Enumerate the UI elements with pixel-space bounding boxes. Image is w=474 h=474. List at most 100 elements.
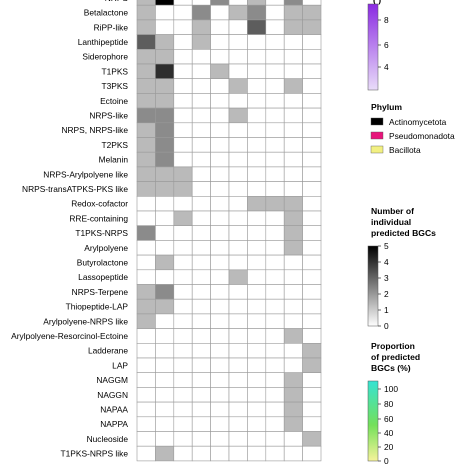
bgc-tick-label-5: 5: [384, 241, 389, 251]
heatmap-cell: [265, 166, 285, 182]
heatmap-cell: [136, 34, 156, 50]
heatmap-cell: [302, 416, 322, 432]
heatmap-cell: [302, 401, 322, 418]
heatmap-cell: [247, 0, 267, 6]
heatmap-cell: [173, 328, 193, 344]
purple-tick-label-4: 4: [384, 62, 389, 72]
heatmap-cell: [191, 210, 211, 226]
heatmap-cell: [155, 298, 175, 315]
heatmap-cell: [283, 298, 303, 315]
heatmap-cell: [265, 387, 285, 403]
row-label: Lassopeptide: [78, 272, 128, 282]
heatmap-cell: [247, 357, 267, 373]
heatmap-cell: [210, 151, 230, 168]
heatmap-cell: [191, 48, 211, 65]
row-label: Redox-cofactor: [71, 199, 128, 209]
heatmap-cell: [265, 122, 285, 138]
heatmap-cell: [265, 4, 285, 21]
heatmap-cell: [228, 107, 248, 124]
heatmap-cell: [228, 445, 248, 462]
heatmap-cell: [265, 357, 285, 373]
heatmap-cell: [265, 210, 285, 226]
heatmap-cell: [210, 342, 230, 359]
heatmap-cell: [173, 4, 193, 21]
heatmap-cell: [191, 19, 211, 35]
heatmap-cell: [173, 240, 193, 256]
heatmap-cell: [136, 151, 156, 168]
heatmap-cell: [155, 313, 175, 329]
heatmap-cell: [265, 445, 285, 462]
heatmap-cell: [191, 137, 211, 153]
heatmap-cell: [302, 181, 322, 197]
heatmap-cell: [155, 342, 175, 359]
heatmap-cell: [155, 107, 175, 124]
heatmap-cell: [136, 78, 156, 94]
heatmap-cell: [155, 210, 175, 226]
phylum-swatch-bacillota: [370, 145, 384, 154]
heatmap-cell: [191, 357, 211, 373]
legend-proportion: Proportion of predicted BGCs (%) 100 80 …: [367, 341, 420, 466]
prop-legend-title-line-2: of predicted: [371, 352, 420, 362]
heatmap-cell: [173, 63, 193, 79]
heatmap-cell: [228, 416, 248, 432]
heatmap-cell: [247, 240, 267, 256]
heatmap-cell: [191, 284, 211, 300]
row-label: T1PKS: [101, 66, 128, 76]
row-label: Arylpolyene-Resorcinol-Ectoine: [11, 331, 128, 341]
heatmap-cell: [302, 431, 322, 447]
row-label: Arylpolyene-NRPS like: [43, 316, 128, 326]
heatmap-cell: [265, 342, 285, 359]
heatmap-cell: [155, 328, 175, 344]
heatmap-cell: [155, 93, 175, 109]
heatmap-cell: [302, 445, 322, 462]
prop-tick-label-80: 80: [384, 399, 394, 409]
heatmap-cell: [228, 48, 248, 65]
heatmap-cell: [136, 269, 156, 285]
heatmap-cell: [302, 48, 322, 65]
row-label: Melanin: [99, 155, 129, 165]
heatmap-cell: [155, 372, 175, 388]
heatmap-cell: [173, 357, 193, 373]
heatmap-cell: [247, 151, 267, 168]
heatmap-cell: [265, 63, 285, 79]
heatmap-cell: [210, 0, 230, 6]
heatmap-cell: [136, 63, 156, 79]
heatmap-cell: [302, 19, 322, 35]
heatmap-cell: [210, 19, 230, 35]
heatmap-cell: [191, 313, 211, 329]
heatmap-cell: [136, 166, 156, 182]
heatmap-cell: [210, 196, 230, 212]
heatmap-cell: [210, 78, 230, 94]
heatmap-cell: [155, 387, 175, 403]
heatmap-cell: [283, 78, 303, 94]
bgc-tick-label-1: 1: [384, 305, 389, 315]
heatmap-cell: [155, 34, 175, 50]
heatmap-cell: [302, 4, 322, 21]
heatmap-cell: [173, 122, 193, 138]
heatmap-cell: [247, 166, 267, 182]
heatmap-cell: [173, 401, 193, 418]
heatmap-cell: [228, 269, 248, 285]
heatmap-cell: [228, 254, 248, 271]
heatmap-cell: [247, 4, 267, 21]
heatmap-cell: [228, 137, 248, 153]
heatmap-cell: [265, 313, 285, 329]
heatmap-cell: [173, 19, 193, 35]
heatmap-cell: [247, 387, 267, 403]
heatmap-cell: [155, 122, 175, 138]
heatmap-cell: [265, 34, 285, 50]
heatmap-cell: [228, 0, 248, 6]
heatmap-cell: [173, 210, 193, 226]
heatmap-cell: [136, 313, 156, 329]
heatmap-cell: [210, 445, 230, 462]
heatmap-cell: [136, 137, 156, 153]
heatmap-cell: [210, 328, 230, 344]
row-labels: NRPS Betalactone RiPP-like Lanthipeptide Sid…: [11, 0, 128, 459]
heatmap-cell: [210, 387, 230, 403]
heatmap-cell: [283, 196, 303, 212]
heatmap-cell: [302, 93, 322, 109]
heatmap-cell: [210, 298, 230, 315]
heatmap-cell: [136, 48, 156, 65]
heatmap-cell: [155, 181, 175, 197]
heatmap-cell: [191, 416, 211, 432]
